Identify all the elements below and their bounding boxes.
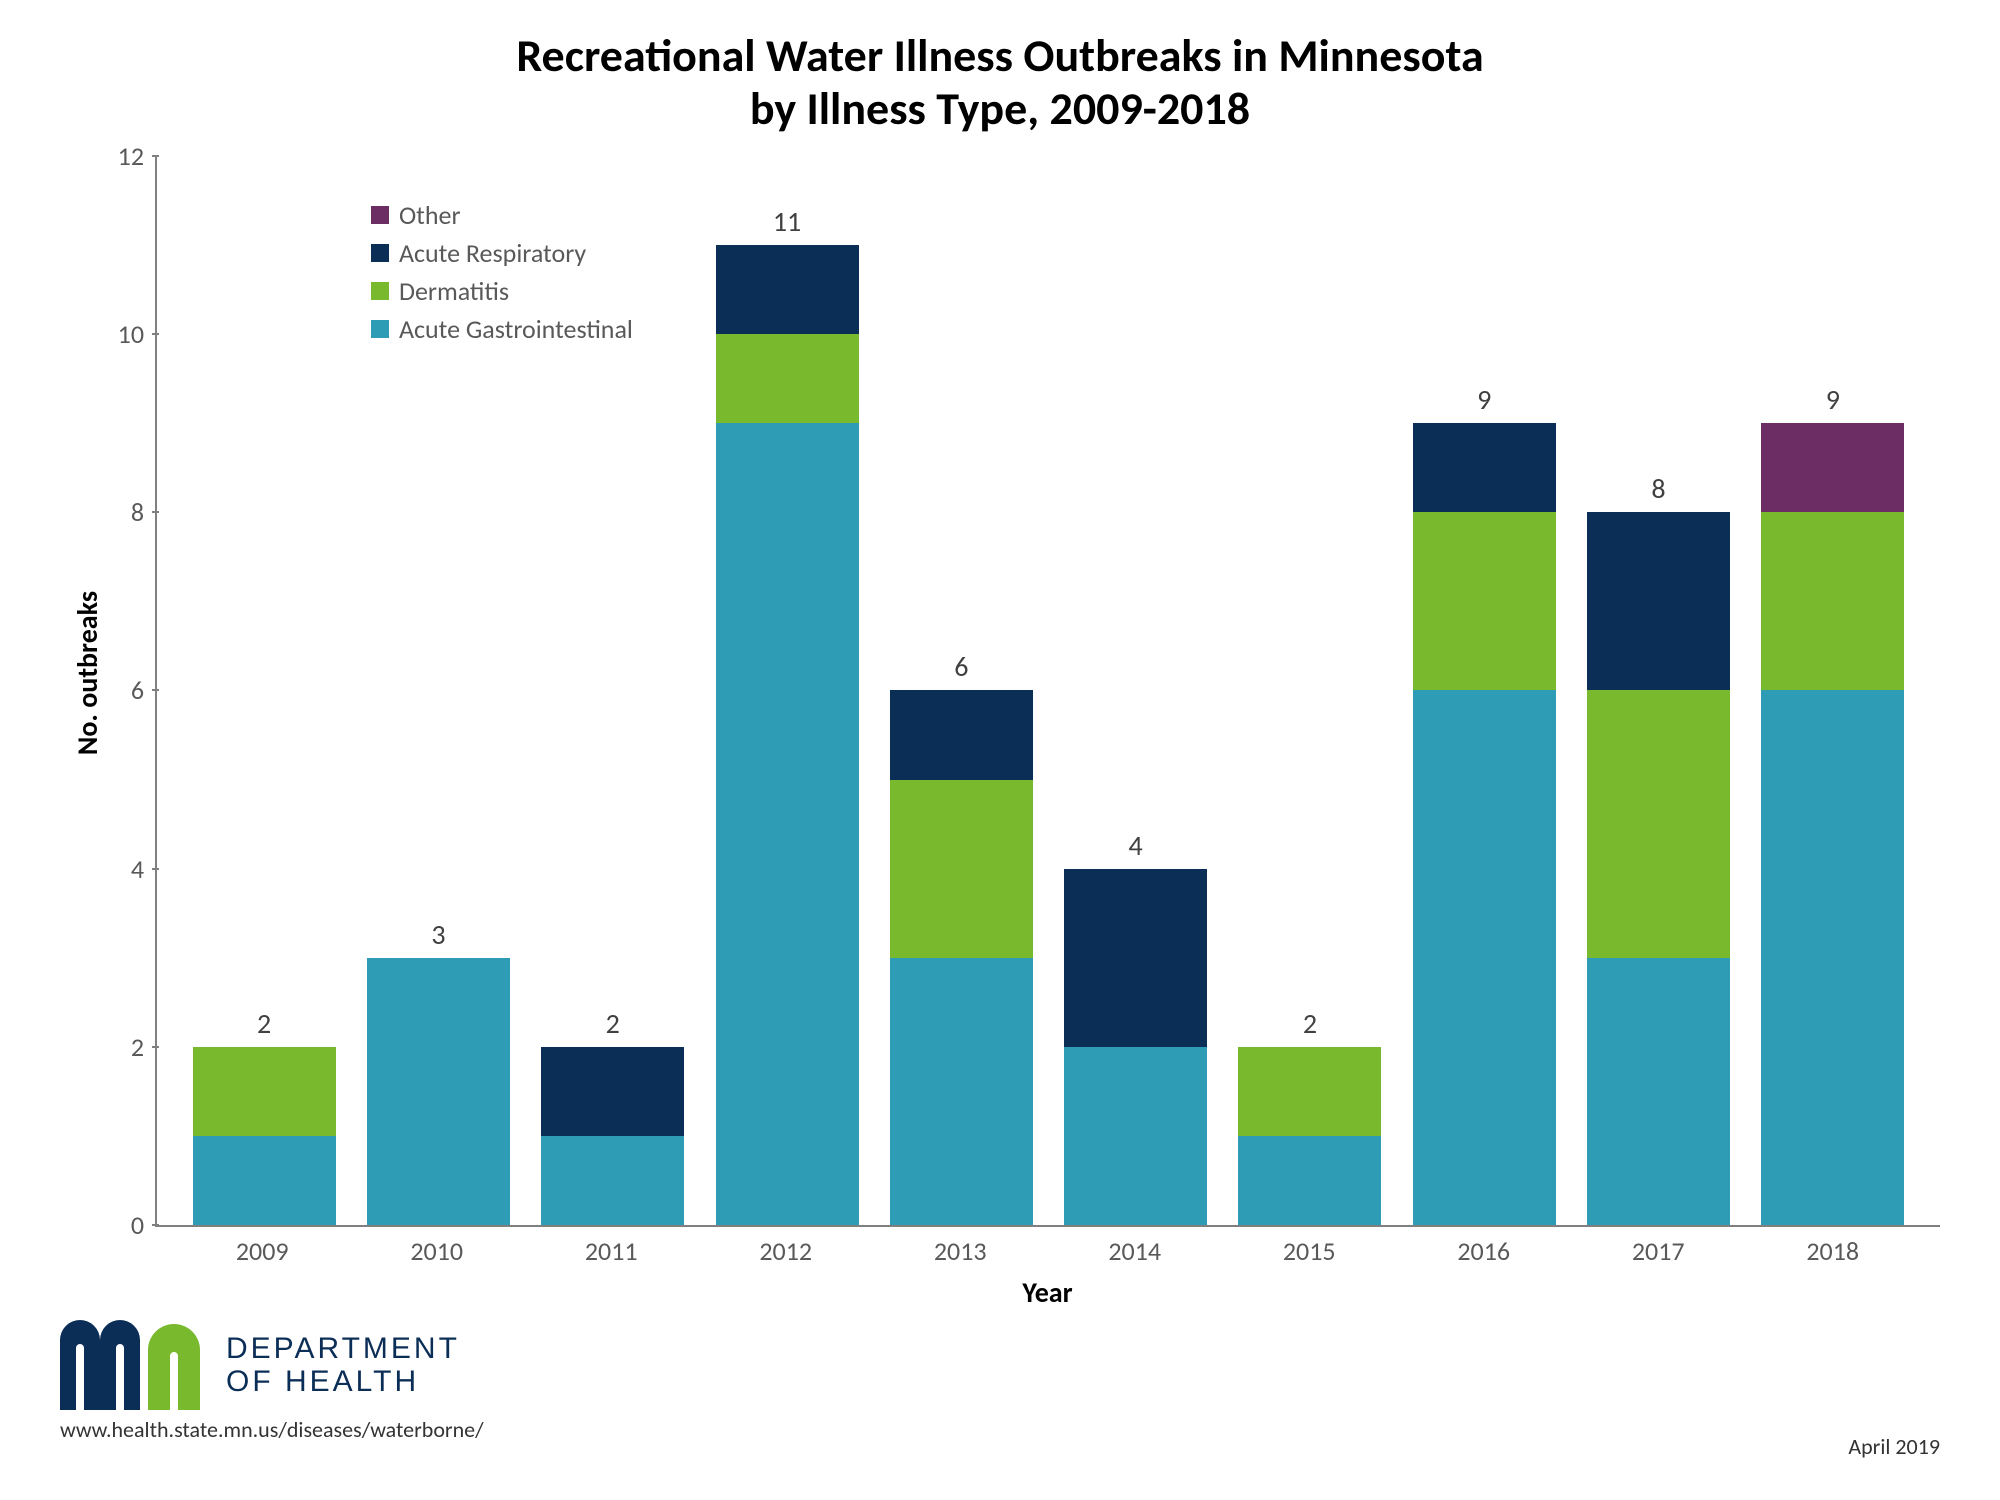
y-tick-label: 8 <box>131 496 144 528</box>
title-line-2: by Illness Type, 2009-2018 <box>750 81 1250 137</box>
bar-total-label: 4 <box>1129 828 1143 863</box>
plot-column: Other Acute Respiratory Dermatitis Acute Ga… <box>105 156 1940 1310</box>
y-ticks: 024681012 <box>107 156 152 1225</box>
bar-total-label: 6 <box>954 649 968 684</box>
bar-seg <box>716 423 859 1225</box>
legend-item: Acute Gastrointestinal <box>371 313 633 345</box>
x-tick-label: 2009 <box>191 1235 334 1267</box>
legend-label: Other <box>399 199 461 231</box>
bar-seg <box>1413 690 1556 1225</box>
bar-seg <box>890 690 1033 779</box>
bar-seg <box>1587 958 1730 1225</box>
bar-seg <box>541 1047 684 1136</box>
bar-seg <box>1587 512 1730 690</box>
x-ticks: 2009 2010 2011 2012 2013 2014 2015 2016 2017 2018 <box>155 1227 1940 1267</box>
bar-seg <box>193 1047 336 1136</box>
legend-swatch <box>371 320 389 338</box>
org-name: DEPARTMENT OF HEALTH <box>226 1332 460 1398</box>
chart-body: No. outbreaks Other Acute Respiratory Derm… <box>60 156 1940 1310</box>
date-stamp: April 2019 <box>1848 1433 1940 1460</box>
legend-swatch <box>371 244 389 262</box>
bar-seg <box>1413 423 1556 512</box>
legend-item: Acute Respiratory <box>371 237 633 269</box>
chart-container: Recreational Water Illness Outbreaks in … <box>0 0 2000 1500</box>
bar-2015: 2 <box>1238 156 1381 1225</box>
bar-seg <box>1761 423 1904 512</box>
x-axis-label: Year <box>155 1275 1940 1310</box>
bar-2009: 2 <box>193 156 336 1225</box>
x-tick-label: 2012 <box>714 1235 857 1267</box>
bar-seg <box>1413 512 1556 690</box>
legend-label: Acute Gastrointestinal <box>399 313 633 345</box>
bar-2012: 11 <box>716 156 859 1225</box>
bar-total-label: 2 <box>257 1006 271 1041</box>
y-tick-label: 4 <box>131 853 144 885</box>
plot-area: Other Acute Respiratory Dermatitis Acute Ga… <box>155 156 1940 1227</box>
y-tick-label: 2 <box>131 1031 144 1063</box>
y-tick-label: 0 <box>131 1209 144 1241</box>
x-tick-label: 2015 <box>1238 1235 1381 1267</box>
bar-total-label: 2 <box>1303 1006 1317 1041</box>
x-tick-label: 2010 <box>365 1235 508 1267</box>
legend-swatch <box>371 282 389 300</box>
bar-seg <box>1761 690 1904 1225</box>
org-line-1: DEPARTMENT <box>226 1332 460 1365</box>
x-tick-label: 2018 <box>1761 1235 1904 1267</box>
title-line-1: Recreational Water Illness Outbreaks in … <box>516 28 1483 84</box>
y-axis-label: No. outbreaks <box>60 591 105 755</box>
legend-item: Other <box>371 199 633 231</box>
bar-total-label: 11 <box>773 204 801 239</box>
bar-seg <box>541 1136 684 1225</box>
x-tick-label: 2011 <box>540 1235 683 1267</box>
bar-seg <box>1761 512 1904 690</box>
bar-2017: 8 <box>1587 156 1730 1225</box>
bar-seg <box>193 1136 336 1225</box>
bar-total-label: 3 <box>431 917 445 952</box>
bar-seg <box>716 245 859 334</box>
bar-seg <box>890 780 1033 958</box>
bar-2016: 9 <box>1413 156 1556 1225</box>
x-tick-label: 2017 <box>1587 1235 1730 1267</box>
bar-2013: 6 <box>890 156 1033 1225</box>
source-url: www.health.state.mn.us/diseases/waterbor… <box>60 1416 1940 1443</box>
bar-seg <box>1064 869 1207 1047</box>
bar-2018: 9 <box>1761 156 1904 1225</box>
bar-total-label: 2 <box>606 1006 620 1041</box>
y-tick-label: 10 <box>118 318 144 350</box>
legend-label: Acute Respiratory <box>399 237 586 269</box>
y-tick-label: 12 <box>118 140 144 172</box>
legend-label: Dermatitis <box>399 275 509 307</box>
legend: Other Acute Respiratory Dermatitis Acute Ga… <box>371 199 633 351</box>
logo-block: DEPARTMENT OF HEALTH <box>60 1320 1940 1410</box>
bar-seg <box>1064 1047 1207 1225</box>
bar-seg <box>367 958 510 1225</box>
x-tick-label: 2014 <box>1063 1235 1206 1267</box>
chart-title: Recreational Water Illness Outbreaks in … <box>60 30 1940 136</box>
y-tick-label: 6 <box>131 674 144 706</box>
bar-seg <box>890 958 1033 1225</box>
legend-item: Dermatitis <box>371 275 633 307</box>
legend-swatch <box>371 206 389 224</box>
x-tick-label: 2013 <box>889 1235 1032 1267</box>
bar-seg <box>716 334 859 423</box>
x-tick-label: 2016 <box>1412 1235 1555 1267</box>
bar-seg <box>1238 1047 1381 1136</box>
bar-2014: 4 <box>1064 156 1207 1225</box>
footer: DEPARTMENT OF HEALTH www.health.state.mn… <box>60 1320 1940 1460</box>
bar-seg <box>1587 690 1730 957</box>
bar-seg <box>1238 1136 1381 1225</box>
bar-total-label: 8 <box>1651 471 1665 506</box>
bar-total-label: 9 <box>1826 382 1840 417</box>
org-line-2: OF HEALTH <box>226 1365 460 1398</box>
bar-total-label: 9 <box>1477 382 1491 417</box>
mn-logo-icon <box>60 1320 210 1410</box>
